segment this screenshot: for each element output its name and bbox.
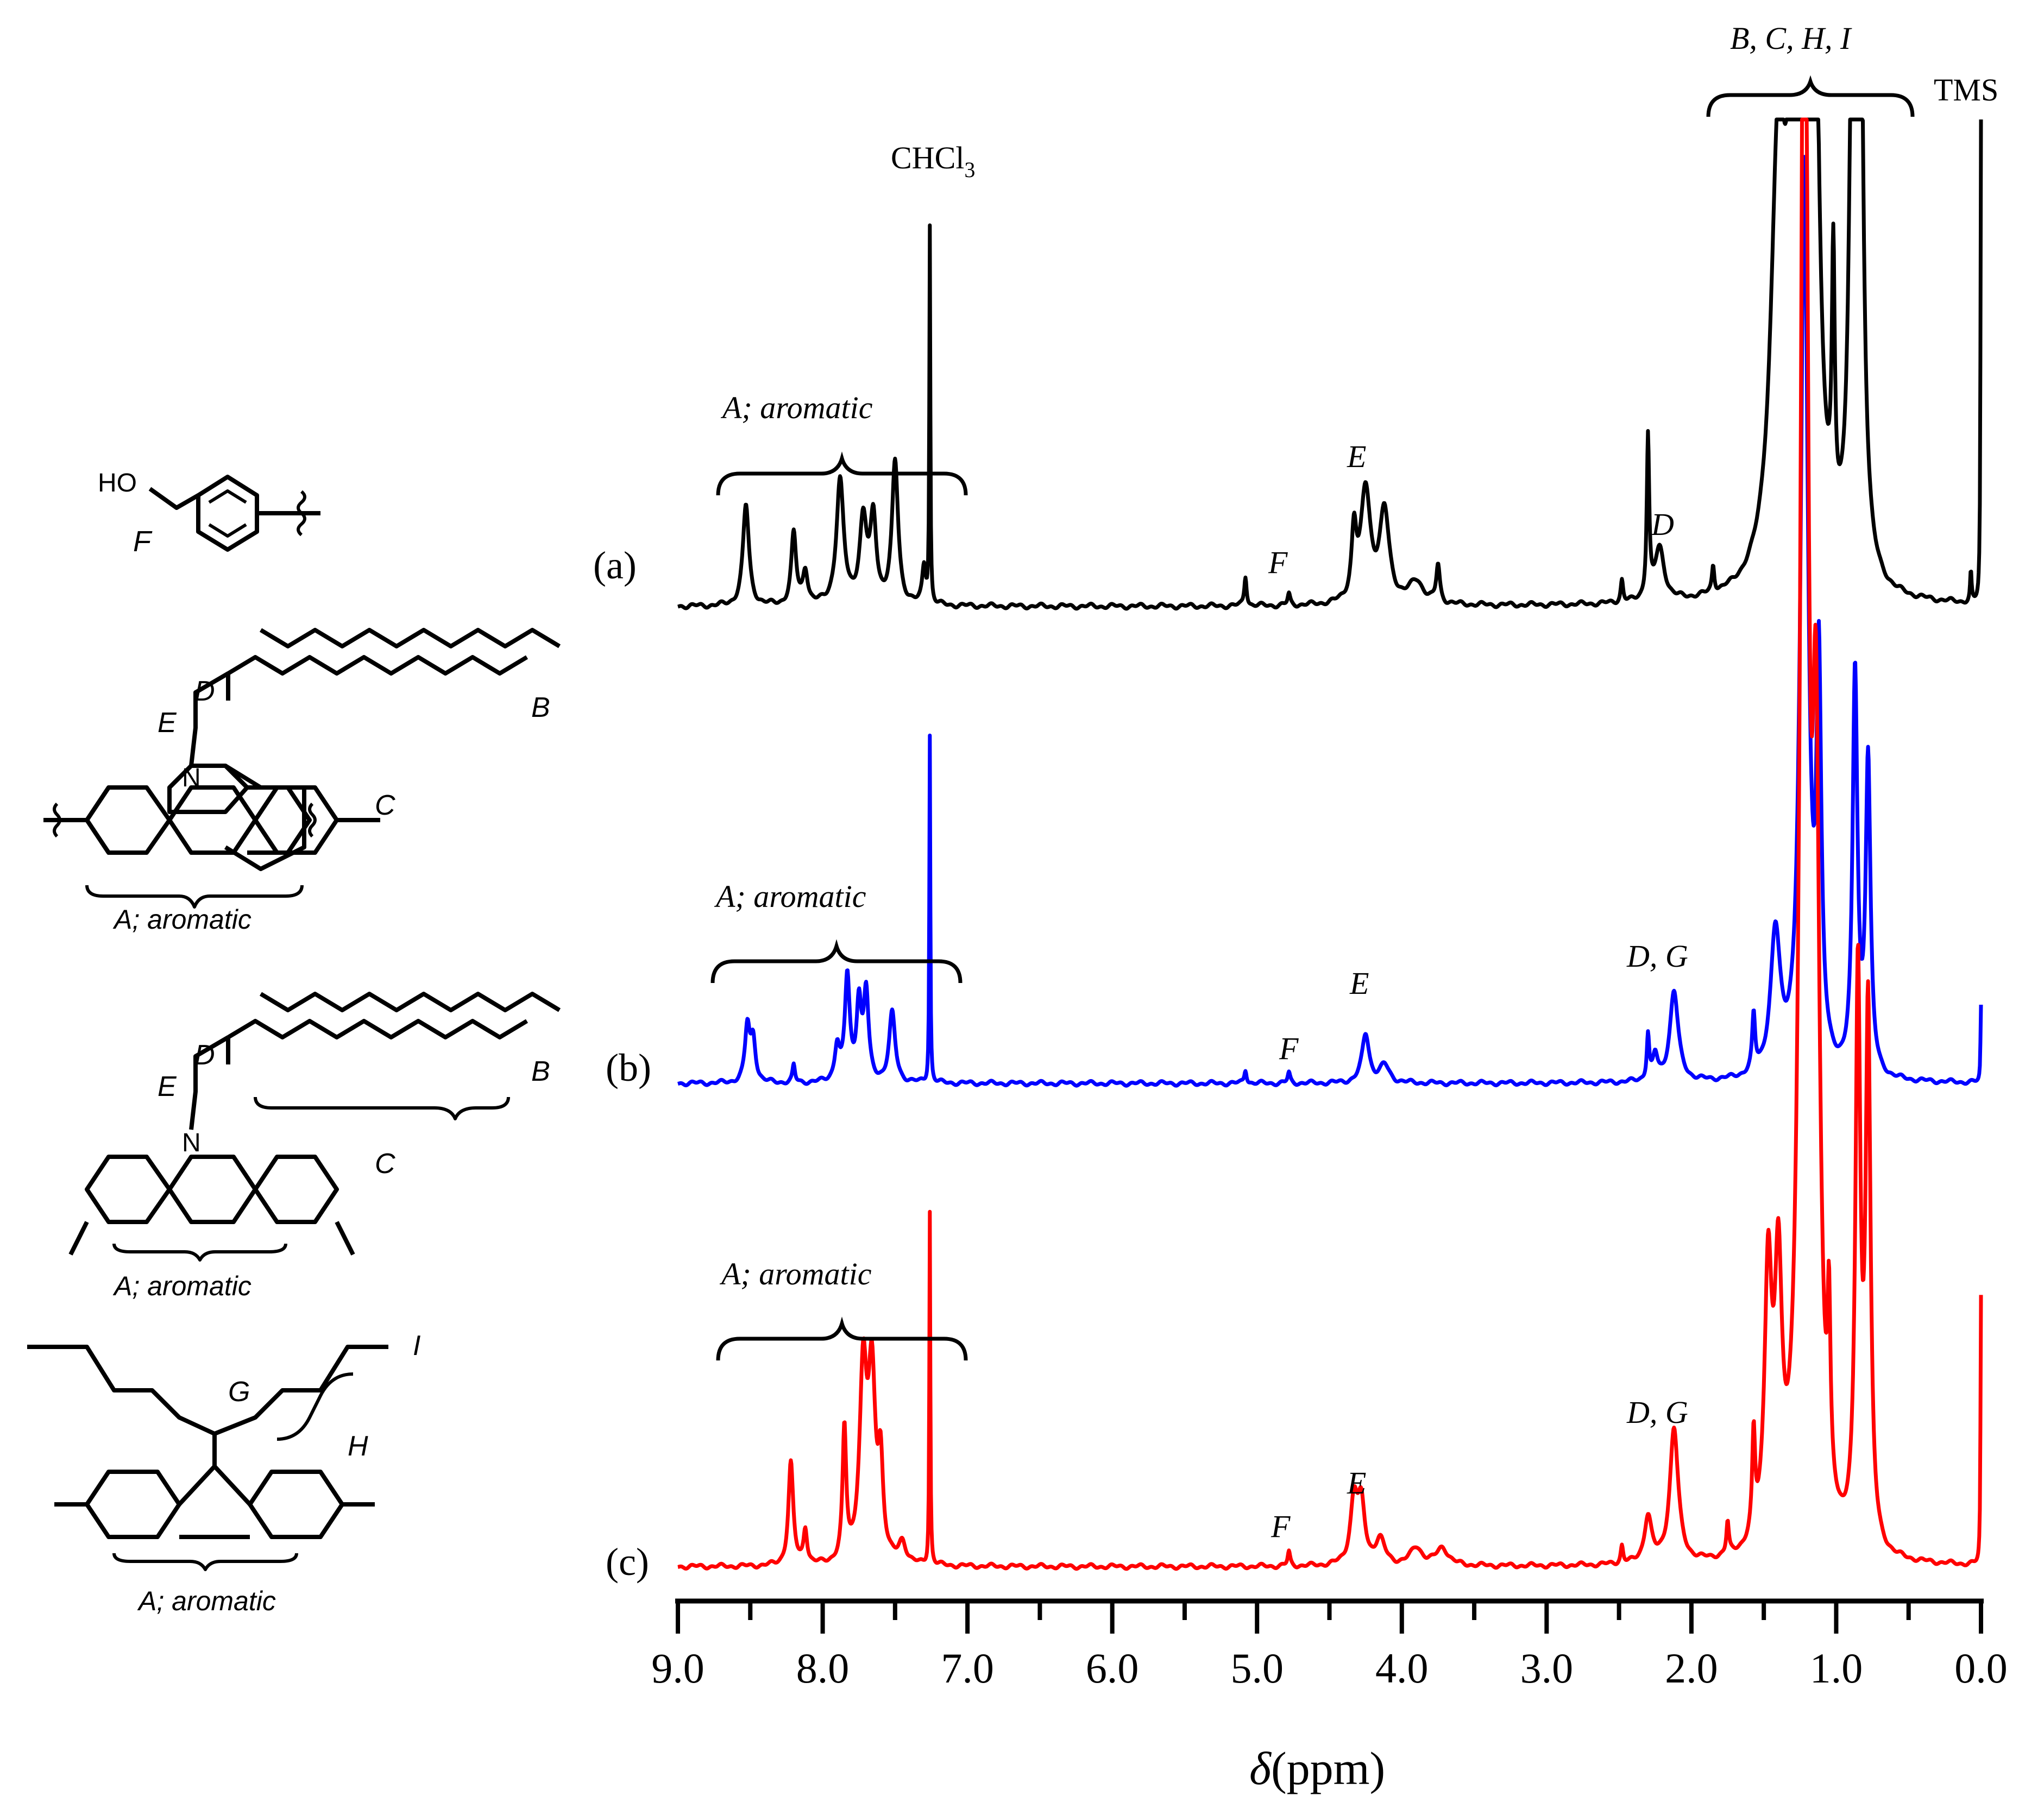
label-b-aromatic: A; aromatic: [714, 879, 866, 914]
s4-i-label: I: [413, 1330, 420, 1362]
annotations-a: [716, 75, 1915, 496]
label-a-f: F: [1268, 545, 1288, 580]
s2-e-label: E: [158, 707, 177, 739]
label-c-aromatic: A; aromatic: [719, 1256, 872, 1291]
s1-ho-label: HO: [98, 469, 137, 497]
label-b-dg: D, G: [1626, 938, 1688, 974]
s1-f-label: F: [133, 525, 153, 558]
x-tick-label: 3.0: [1520, 1644, 1574, 1692]
s3-aromatic-label: A; aromatic: [112, 1271, 251, 1301]
x-tick-label: 1.0: [1810, 1644, 1863, 1692]
series-label-c: (c): [606, 1540, 649, 1584]
s2-b-label: B: [531, 692, 550, 723]
s4-aromatic-label: A; aromatic: [137, 1586, 276, 1616]
structure-carbazole-27: [43, 628, 561, 909]
s2-d-label: D: [194, 676, 215, 707]
s4-g-label: G: [228, 1376, 250, 1408]
label-c-dg: D, G: [1626, 1395, 1688, 1430]
series-label-b: (b): [606, 1046, 651, 1089]
x-tick-label: 4.0: [1375, 1644, 1429, 1692]
structure-fluorene: [27, 1345, 388, 1571]
s3-b-label: B: [531, 1056, 550, 1087]
label-c-f: F: [1271, 1509, 1291, 1544]
s2-aromatic-label: A; aromatic: [112, 904, 251, 935]
x-tick-label: 0.0: [1954, 1644, 2008, 1692]
s3-n-label: N: [182, 1129, 201, 1157]
s4-h-label: H: [348, 1431, 368, 1462]
label-a-e: E: [1347, 439, 1366, 474]
spectrum-line-c: [676, 117, 1983, 1571]
s2-n-label: N: [182, 764, 201, 792]
x-tick-label: 9.0: [651, 1644, 705, 1692]
structure-carbazole-36: [68, 992, 561, 1262]
s3-d-label: D: [194, 1039, 215, 1071]
s2-c-label: C: [375, 790, 395, 821]
annotations-c: [716, 1316, 968, 1361]
label-c-e: E: [1347, 1465, 1366, 1501]
x-tick-label: 7.0: [941, 1644, 994, 1692]
label-a-d: D: [1651, 507, 1674, 542]
annotations-b: [710, 939, 963, 984]
label-a-aromatic: A; aromatic: [720, 390, 873, 425]
structure-benzyl-alcohol: [148, 475, 320, 552]
label-tms: TMS: [1934, 72, 1998, 108]
label-b-f: F: [1279, 1031, 1299, 1066]
spectrum-line-a: [676, 117, 1983, 611]
s3-c-label: C: [375, 1148, 395, 1180]
x-tick-label: 8.0: [796, 1644, 850, 1692]
x-axis-label: δ(ppm): [1249, 1742, 1385, 1794]
label-b-e: E: [1349, 966, 1369, 1001]
s3-e-label: E: [158, 1071, 177, 1102]
x-axis: 9.0 8.0 7.0 6.0 5.0 4.0 3.0 2.0 1.0 0.0: [651, 1598, 2008, 1692]
label-bchi: B, C, H, I: [1730, 21, 1852, 56]
x-tick-label: 2.0: [1665, 1644, 1718, 1692]
x-tick-label: 5.0: [1230, 1644, 1284, 1692]
x-tick-label: 6.0: [1086, 1644, 1139, 1692]
spectrum-line-b: [676, 155, 1983, 1088]
spectra-plot: [676, 117, 1983, 1571]
label-chcl3: CHCl3: [891, 140, 975, 182]
series-label-a: (a): [593, 544, 637, 587]
